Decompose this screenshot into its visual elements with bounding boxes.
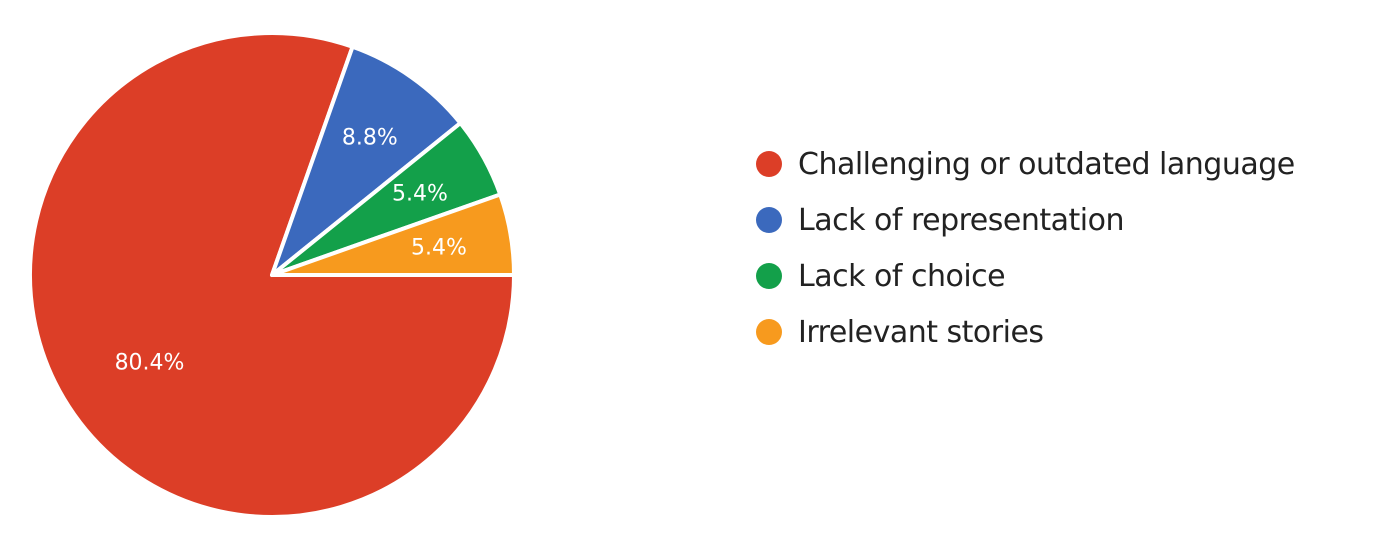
legend-item-3: Lack of choice: [756, 248, 1295, 304]
legend-label: Irrelevant stories: [798, 314, 1044, 350]
legend-swatch-icon: [756, 207, 782, 233]
pie-slice-label-1: 80.4%: [115, 351, 185, 376]
legend-label: Lack of choice: [798, 258, 1006, 294]
pie-slice-label-3: 5.4%: [392, 181, 448, 206]
pie-slice-2: [270, 44, 463, 277]
legend-item-2: Lack of representation: [756, 192, 1295, 248]
pie-slices: [28, 31, 516, 519]
pie-chart: 80.4% 8.8% 5.4% 5.4%: [28, 31, 516, 519]
legend-swatch-icon: [756, 319, 782, 345]
legend-label: Challenging or outdated language: [798, 146, 1295, 182]
legend-item-4: Irrelevant stories: [756, 304, 1295, 360]
pie-slice-labels: 80.4% 8.8% 5.4% 5.4%: [115, 126, 467, 376]
pie-slice-label-2: 8.8%: [342, 126, 398, 151]
pie-slice-4: [270, 192, 516, 277]
pie-slice-label-4: 5.4%: [411, 235, 467, 260]
legend-swatch-icon: [756, 151, 782, 177]
legend-label: Lack of representation: [798, 202, 1124, 238]
legend-swatch-icon: [756, 263, 782, 289]
chart-legend: Challenging or outdated language Lack of …: [756, 136, 1295, 360]
legend-item-1: Challenging or outdated language: [756, 136, 1295, 192]
